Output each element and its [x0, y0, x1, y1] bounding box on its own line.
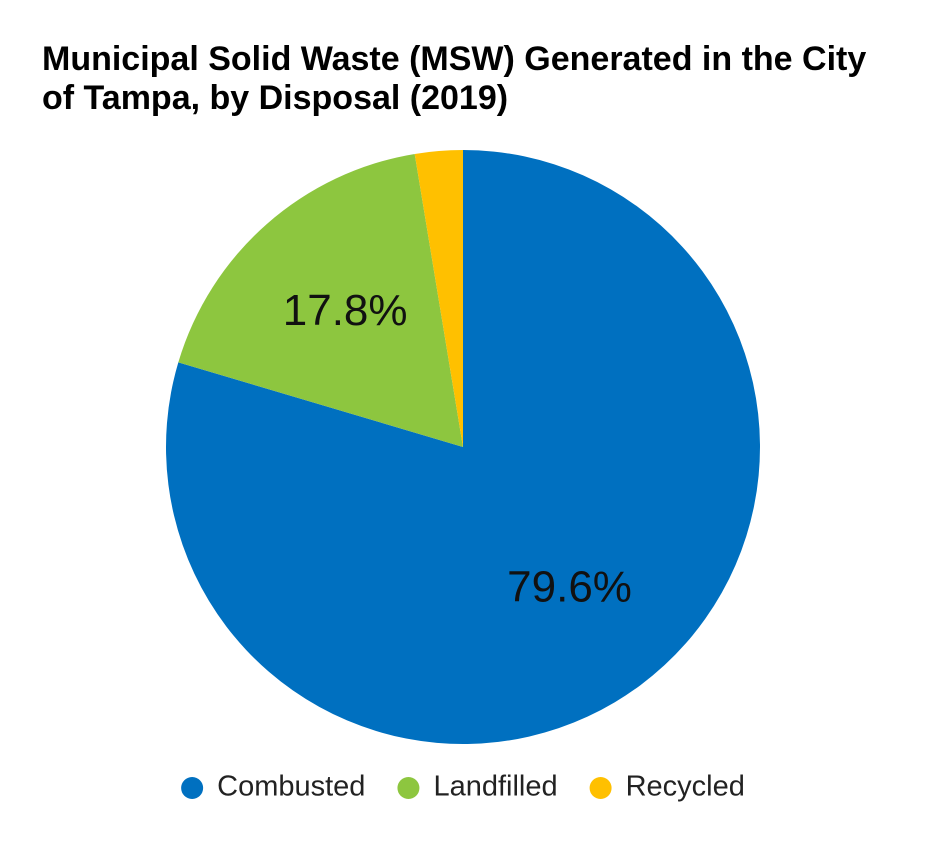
pie-data-labels: 79.6% 17.8%: [283, 286, 632, 612]
legend-marker-combusted: [181, 777, 204, 799]
data-label-combusted: 79.6%: [507, 562, 632, 611]
pie-slices: [166, 150, 761, 744]
legend-label-landfilled: Landfilled: [433, 771, 557, 803]
data-label-landfilled: 17.8%: [283, 286, 408, 335]
legend-item-recycled: Recycled: [589, 771, 745, 803]
pie-slice-combusted[interactable]: [166, 150, 761, 744]
legend-marker-recycled: [589, 777, 612, 799]
pie-slice-landfilled[interactable]: [178, 153, 463, 447]
legend-marker-landfilled: [397, 777, 420, 799]
legend-item-landfilled: Landfilled: [397, 771, 558, 803]
legend: Combusted Landfilled Recycled: [181, 771, 745, 803]
legend-label-recycled: Recycled: [626, 771, 745, 803]
legend-label-combusted: Combusted: [217, 771, 365, 803]
chart-title: Municipal Solid Waste (MSW) Generated in…: [42, 40, 867, 117]
legend-item-combusted: Combusted: [181, 771, 365, 803]
pie-slice-recycled[interactable]: [414, 150, 463, 447]
